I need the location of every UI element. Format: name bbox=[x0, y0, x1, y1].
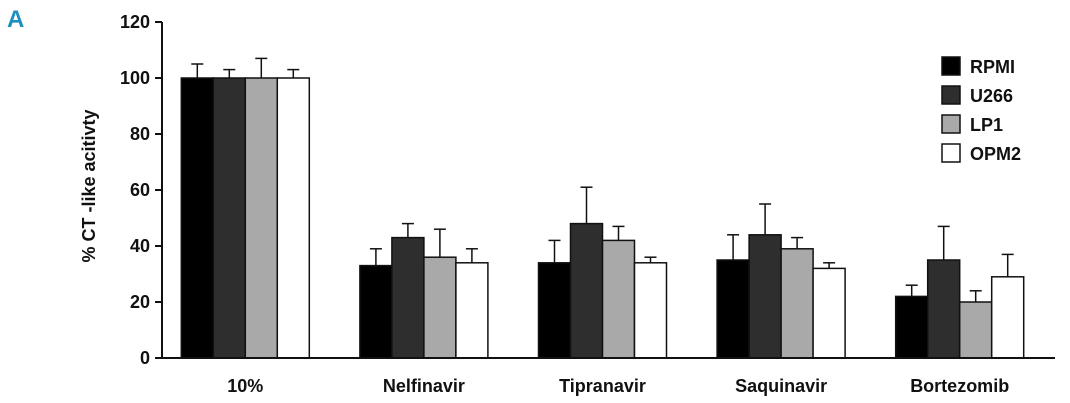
bar-rpmi-2 bbox=[537, 262, 572, 359]
x-axis: 10% Nelfinavir Tipranavir Saquinavir Bortezo… bbox=[162, 357, 1055, 396]
bar-opm2-2 bbox=[633, 262, 668, 359]
legend-swatch-opm2 bbox=[941, 143, 961, 163]
bar-opm2-0 bbox=[276, 77, 311, 359]
legend-swatch-lp1 bbox=[941, 114, 961, 134]
x-tick-label: Saquinavir bbox=[735, 376, 827, 396]
bar-lp1-0 bbox=[244, 77, 279, 359]
bar-opm2-3 bbox=[812, 267, 846, 359]
bar-lp1-1 bbox=[423, 256, 457, 359]
x-tick-label: Nelfinavir bbox=[383, 376, 465, 396]
legend-label-rpmi: RPMI bbox=[970, 57, 1015, 77]
y-tick-label: 20 bbox=[130, 292, 150, 312]
y-tick-label: 80 bbox=[130, 124, 150, 144]
bar-lp1-3 bbox=[780, 248, 814, 359]
bar-u266-2 bbox=[569, 222, 604, 359]
y-tick-label: 60 bbox=[130, 180, 150, 200]
y-tick-label: 40 bbox=[130, 236, 150, 256]
x-tick-label: Bortezomib bbox=[910, 376, 1009, 396]
bar-rpmi-0 bbox=[180, 77, 215, 359]
panel-label: A bbox=[7, 6, 25, 33]
bar-u266-4 bbox=[926, 259, 961, 359]
legend-swatch-u266 bbox=[941, 85, 961, 105]
bar-lp1-4 bbox=[958, 301, 993, 359]
bar-rpmi-4 bbox=[894, 295, 929, 359]
bar-opm2-1 bbox=[455, 262, 489, 359]
bars bbox=[180, 57, 1025, 359]
legend: RPMI U266 LP1 OPM2 bbox=[941, 56, 1021, 164]
x-tick-label: Tipranavir bbox=[559, 376, 646, 396]
bar-rpmi-1 bbox=[359, 264, 393, 359]
legend-label-opm2: OPM2 bbox=[970, 144, 1021, 164]
bar-u266-1 bbox=[391, 236, 425, 359]
y-tick-label: 100 bbox=[120, 68, 150, 88]
x-tick-label: 10% bbox=[227, 376, 263, 396]
bar-opm2-4 bbox=[990, 276, 1025, 359]
y-tick-label: 120 bbox=[120, 12, 150, 32]
y-tick-label: 0 bbox=[140, 348, 150, 368]
legend-label-lp1: LP1 bbox=[970, 115, 1003, 135]
bar-lp1-2 bbox=[601, 239, 636, 359]
legend-swatch-rpmi bbox=[941, 56, 961, 76]
y-axis-label: % CT -like acitivty bbox=[79, 109, 99, 262]
bar-u266-0 bbox=[212, 77, 247, 359]
bar-rpmi-3 bbox=[716, 259, 750, 359]
y-axis: 0 20 40 60 80 100 120 bbox=[120, 12, 163, 368]
bar-u266-3 bbox=[748, 234, 782, 359]
legend-label-u266: U266 bbox=[970, 86, 1013, 106]
